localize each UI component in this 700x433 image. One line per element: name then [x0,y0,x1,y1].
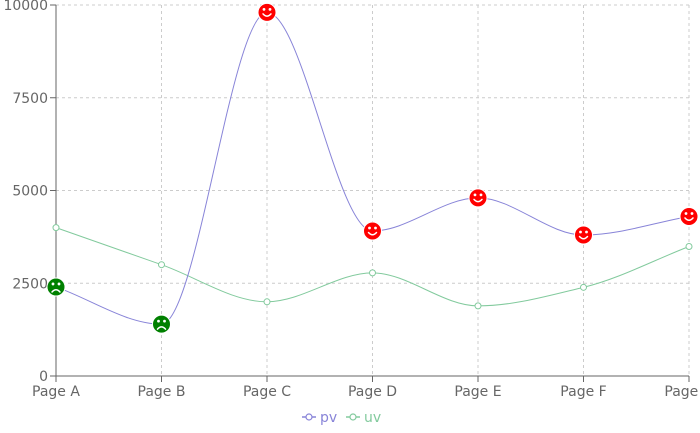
data-point-uv [158,261,165,269]
data-point-uv [474,302,482,310]
icon-eye [262,8,266,11]
y-tick-label: 2500 [12,276,48,292]
x-tick-label: Page E [454,384,501,400]
icon-mouth [262,13,272,17]
x-tick-label: Page G [664,384,700,400]
icon-mouth [684,217,694,221]
frown-icon [46,277,66,297]
data-point-uv [52,224,60,232]
icon-face [46,277,66,297]
series-points [46,2,699,334]
y-tick-label: 10000 [3,0,48,14]
icon-eye [690,212,694,215]
icon-face [679,206,699,226]
icon-eye [579,230,582,234]
icon-eye [368,226,371,230]
axes: 0 2500 5000 7500 10000 Page A Page B Page C Page… [3,0,700,400]
icon-eye [268,8,272,11]
legend-marker-icon [305,413,313,421]
legend: pv uv [302,410,381,426]
data-point-uv [369,269,376,277]
legend-item-pv: pv [302,410,337,426]
icon-eye [51,282,55,286]
icon-mouth [156,326,167,330]
icon-eye [163,319,166,323]
grid [55,4,690,377]
x-tick-label: Page A [32,384,80,400]
y-tick-label: 7500 [12,91,48,107]
icon-mouth [578,235,589,240]
icon-eye [585,230,588,234]
smile-icon [257,2,277,22]
smile-icon [679,206,699,226]
icon-eye [157,319,160,323]
x-tick-label: Page B [138,384,186,400]
icon-eye [473,193,477,197]
icon-face [363,221,382,241]
smile-icon [574,225,593,245]
legend-item-uv: uv [346,410,381,426]
icon-eye [479,193,483,197]
legend-marker-icon [349,413,357,421]
icon-eye [374,226,377,230]
icon-mouth [367,231,378,236]
smile-icon [363,221,382,241]
icon-mouth [51,288,61,293]
x-tick-label: Page C [243,384,291,400]
smile-icon [468,188,488,208]
icon-face [257,2,277,22]
x-tick-label: Page F [560,384,606,400]
legend-label: pv [320,410,337,426]
icon-mouth [473,198,483,203]
data-point-uv [685,243,693,251]
y-tick-label: 0 [39,369,48,385]
x-tick-label: Page D [348,384,397,400]
icon-face [468,188,488,208]
icon-face [574,225,593,245]
data-point-uv [263,298,271,306]
data-point-uv [580,283,587,291]
icon-eye [684,212,688,215]
frown-icon [152,314,171,334]
icon-face [152,314,171,334]
icon-eye [57,282,61,286]
y-tick-label: 5000 [12,184,48,200]
legend-label: uv [364,410,381,426]
series-line-pv [55,11,690,325]
